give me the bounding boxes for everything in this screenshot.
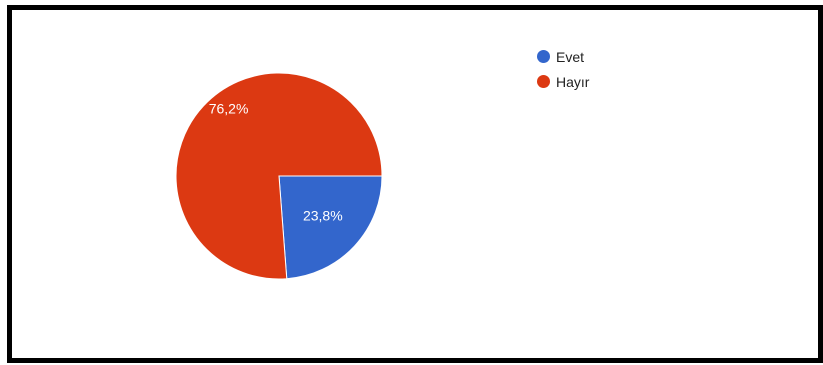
legend-item-hayir[interactable]: Hayır [537,69,589,94]
pie-slice-hay-r[interactable] [175,72,383,280]
slice-value-label: 76,2% [209,101,249,117]
legend-label-evet: Evet [556,48,585,65]
pie-slice-labels: 23,8% 76,2% [209,101,343,224]
legend-swatch-hayir [537,75,550,88]
pie-chart: 23,8% 76,2% [175,72,383,280]
pie-slices [175,72,383,280]
pie-slice-evet[interactable] [278,175,383,280]
legend-label-hayir: Hayır [556,73,590,90]
legend-item-evet[interactable]: Evet [537,44,589,69]
legend: Evet Hayır [537,44,589,94]
chart-frame: 23,8% 76,2% Evet Hayır [7,5,823,363]
legend-swatch-evet [537,50,550,63]
slice-value-label: 23,8% [303,207,343,223]
